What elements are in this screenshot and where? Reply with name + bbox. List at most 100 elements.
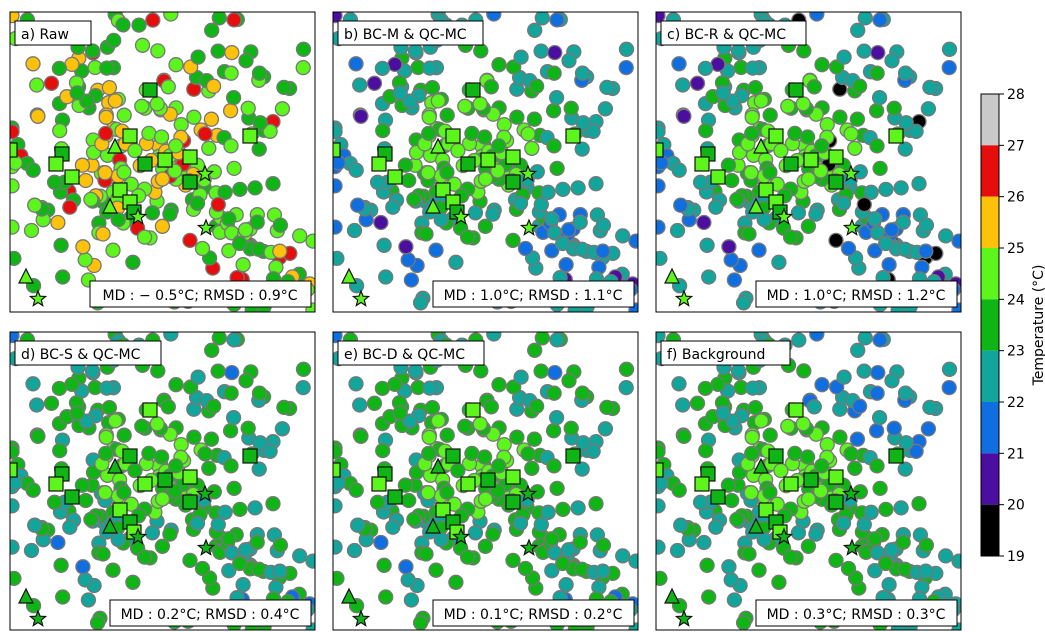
station-point	[374, 60, 391, 77]
station-square	[828, 174, 844, 190]
station-point	[656, 12, 666, 24]
station-point	[134, 98, 150, 114]
station-point	[27, 197, 43, 213]
station-point	[599, 79, 615, 96]
station-square	[828, 149, 844, 165]
station-point	[464, 445, 480, 462]
station-point	[729, 191, 745, 208]
station-point	[27, 517, 43, 533]
colorbar-tick-label: 27	[1007, 138, 1025, 154]
station-square	[445, 448, 461, 464]
station-point	[274, 101, 291, 117]
station-point	[53, 557, 69, 573]
station-point	[64, 56, 80, 73]
station-point	[741, 226, 757, 242]
station-point	[211, 12, 227, 26]
station-point	[204, 22, 220, 38]
station-point	[544, 563, 560, 579]
station-point	[656, 332, 666, 344]
station-point	[558, 257, 574, 273]
station-point	[154, 538, 171, 554]
station-point	[555, 181, 571, 198]
station-point	[517, 560, 534, 577]
station-point	[69, 405, 85, 421]
station-point	[491, 377, 507, 393]
station-point	[10, 12, 20, 24]
station-square	[710, 169, 726, 185]
station-point	[163, 12, 179, 22]
station-point	[832, 429, 848, 445]
station-point	[153, 449, 170, 465]
station-point	[52, 442, 68, 459]
station-symbols	[656, 402, 904, 627]
station-point	[421, 445, 437, 462]
station-point	[439, 164, 455, 180]
station-star	[842, 218, 862, 236]
station-point	[799, 449, 816, 465]
station-point	[574, 141, 590, 157]
station-point	[572, 214, 588, 230]
station-point	[265, 496, 281, 512]
station-point	[878, 181, 894, 198]
station-point	[276, 79, 292, 96]
station-point	[918, 563, 934, 579]
station-point	[771, 574, 787, 590]
station-point	[561, 53, 577, 69]
station-point	[814, 138, 830, 154]
station-triangle	[341, 267, 357, 284]
station-point	[723, 572, 739, 588]
station-point	[392, 85, 408, 101]
station-symbols	[10, 402, 258, 627]
station-point	[555, 501, 571, 518]
colorbar-block	[981, 145, 999, 197]
station-point	[656, 570, 668, 587]
station-point	[547, 364, 563, 381]
station-point	[893, 500, 909, 516]
station-point	[883, 222, 900, 238]
station-point	[513, 369, 529, 385]
station-point	[79, 413, 95, 429]
station-point	[168, 57, 184, 73]
station-point	[526, 111, 543, 127]
station-point	[477, 491, 494, 507]
station-triangle	[748, 517, 764, 534]
station-point	[744, 109, 760, 125]
station-point	[897, 385, 914, 401]
station-point	[753, 93, 769, 109]
station-point	[333, 178, 343, 194]
station-point	[403, 272, 420, 288]
station-point	[141, 445, 157, 462]
station-star	[351, 289, 371, 307]
station-point	[83, 191, 99, 208]
colorbar-frame	[980, 93, 1000, 557]
station-point	[412, 295, 429, 311]
colorbar-block	[981, 248, 999, 300]
station-point	[217, 184, 233, 200]
colorbar-blocks	[981, 94, 999, 556]
station-point	[505, 232, 521, 249]
station-point	[366, 75, 383, 91]
station-point	[398, 559, 414, 575]
station-point	[125, 254, 141, 270]
station-point	[689, 75, 706, 91]
station-point	[509, 109, 525, 125]
station-point	[222, 103, 239, 119]
station-point	[232, 501, 248, 518]
station-star	[841, 484, 861, 502]
station-point	[884, 53, 900, 69]
colorbar-tick-label: 28	[1007, 87, 1025, 103]
station-point	[353, 428, 369, 444]
station-point	[99, 380, 115, 396]
station-point	[771, 254, 787, 270]
station-point	[884, 373, 900, 389]
station-point	[221, 563, 237, 579]
station-point	[98, 109, 114, 125]
station-point	[534, 332, 550, 346]
station-point	[272, 243, 288, 259]
station-point	[10, 444, 20, 460]
station-point	[226, 332, 242, 348]
station-point	[223, 65, 239, 81]
colorbar-tick-label: 22	[1007, 395, 1025, 411]
station-point	[237, 222, 254, 238]
station-point	[836, 369, 852, 385]
